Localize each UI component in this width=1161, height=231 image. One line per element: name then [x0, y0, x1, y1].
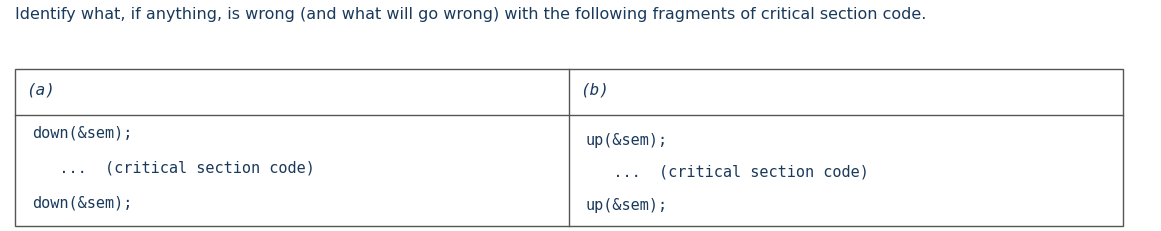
Text: ...  (critical section code): ... (critical section code) [31, 160, 315, 175]
Text: Identify what, if anything, is wrong (and what will go wrong) with the following: Identify what, if anything, is wrong (an… [15, 7, 926, 22]
Text: (a): (a) [27, 83, 55, 97]
Text: up(&sem);: up(&sem); [586, 132, 668, 147]
Text: ...  (critical section code): ... (critical section code) [586, 164, 868, 178]
Text: down(&sem);: down(&sem); [31, 195, 132, 210]
Text: up(&sem);: up(&sem); [586, 197, 668, 212]
Text: down(&sem);: down(&sem); [31, 125, 132, 140]
Text: (b): (b) [580, 83, 610, 97]
